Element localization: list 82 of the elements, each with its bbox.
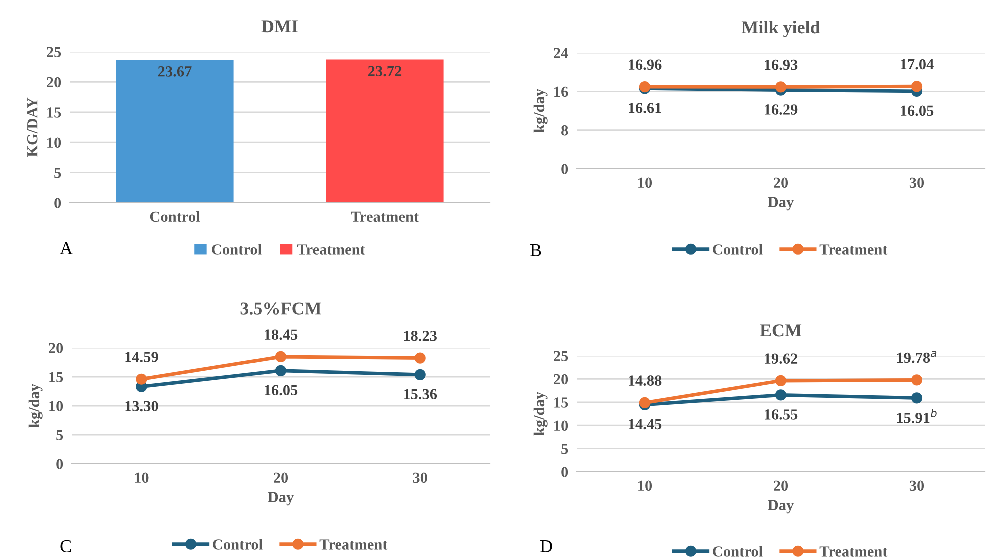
data-label: 19.78$^{a}$ — [897, 351, 937, 364]
legend-label: Control — [713, 244, 763, 255]
text: B — [530, 244, 542, 256]
y-tick-label: 25 — [47, 47, 62, 58]
y-tick-label: 5 — [56, 430, 64, 440]
legend-label: Treatment — [820, 244, 888, 255]
legend-label: Control — [713, 546, 763, 557]
y-tick-label: 5 — [562, 444, 568, 454]
data-label: 23.67 — [158, 66, 192, 77]
point — [414, 369, 426, 380]
point — [414, 352, 426, 364]
y-tick-label: 16 — [554, 86, 568, 98]
x-tick-label: 10 — [638, 178, 652, 188]
y-tick-label: 15 — [48, 108, 62, 118]
y-tick-label: 0 — [562, 164, 568, 174]
y-tick-label: 15 — [50, 372, 64, 382]
x-tick-label: 30 — [413, 472, 428, 484]
y-tick-label: 24 — [554, 48, 568, 58]
data-label: 14.45 — [629, 419, 662, 430]
x-tick-label: 10 — [135, 472, 149, 484]
chart-title: DMI — [262, 20, 298, 33]
y-tick-label: 15 — [554, 398, 568, 408]
x-tick-label: 10 — [638, 480, 652, 492]
data-label: 14.88 — [629, 376, 662, 386]
data-label: 15.36 — [404, 389, 438, 400]
legend-label: Control — [212, 244, 262, 255]
chart-title: ECM — [760, 324, 802, 337]
point — [911, 392, 923, 404]
data-label: 16.05 — [901, 106, 934, 116]
chart-title: Milk yield — [742, 21, 820, 38]
data-label: 16.96 — [629, 60, 662, 70]
point — [911, 374, 923, 386]
y-tick-label: 10 — [48, 138, 62, 148]
data-label: 13.30 — [126, 401, 158, 412]
y-tick-label: 8 — [562, 125, 568, 136]
point — [775, 375, 787, 387]
data-label: 16.61 — [629, 103, 662, 114]
point — [775, 390, 787, 401]
data-label: 16.55 — [765, 410, 798, 420]
y-tick-label: 20 — [554, 374, 568, 385]
y-axis-title: KG/DAY — [27, 98, 38, 158]
y-tick-label: 10 — [554, 420, 568, 432]
y-axis-title: kg/day — [534, 392, 548, 436]
y-tick-label: 0 — [562, 467, 568, 478]
data-label: 18.45 — [265, 330, 298, 340]
y-tick-label: 25 — [554, 351, 568, 362]
x-tick-label: 20 — [274, 472, 288, 484]
data-label: 18.23 — [404, 330, 437, 342]
x-tick-label: 20 — [774, 480, 788, 492]
text: D — [540, 540, 552, 552]
point — [275, 365, 287, 376]
y-axis-title: kg/day — [534, 89, 548, 133]
legend-label: Control — [213, 539, 263, 550]
data-label: 16.29 — [765, 104, 798, 115]
data-label: 14.59 — [126, 352, 158, 362]
x-tick-label: 20 — [774, 178, 788, 188]
point — [275, 351, 287, 363]
x-tick-label: 30 — [910, 178, 924, 188]
legend-label: Treatment — [320, 540, 388, 550]
y-tick-label: 5 — [54, 168, 62, 178]
y-tick-label: 20 — [49, 343, 64, 354]
data-label: 19.62 — [765, 354, 798, 364]
x-axis-title: Day — [268, 492, 294, 506]
point — [136, 374, 148, 385]
y-tick-label: 0 — [56, 459, 64, 470]
text: A — [60, 242, 73, 254]
x-axis-title: Day — [768, 500, 794, 514]
data-label: 16.05 — [265, 385, 298, 396]
data-label: 17.04 — [901, 59, 934, 70]
y-axis-title: kg/day — [28, 384, 43, 428]
x-tick-label: 30 — [910, 480, 924, 492]
data-label: 16.93 — [765, 60, 798, 70]
y-tick-label: 10 — [50, 401, 64, 412]
chart-title: 3.5%FCM — [240, 302, 322, 315]
y-tick-label: 0 — [54, 198, 62, 208]
text: C — [60, 540, 72, 553]
legend-label: Treatment — [297, 244, 366, 255]
data-label: 15.91$^{b}$ — [897, 409, 937, 424]
y-tick-label: 20 — [47, 77, 62, 88]
x-axis-title: Day — [768, 197, 794, 211]
legend-label: Treatment — [820, 546, 888, 557]
data-label: 23.72 — [368, 66, 402, 77]
